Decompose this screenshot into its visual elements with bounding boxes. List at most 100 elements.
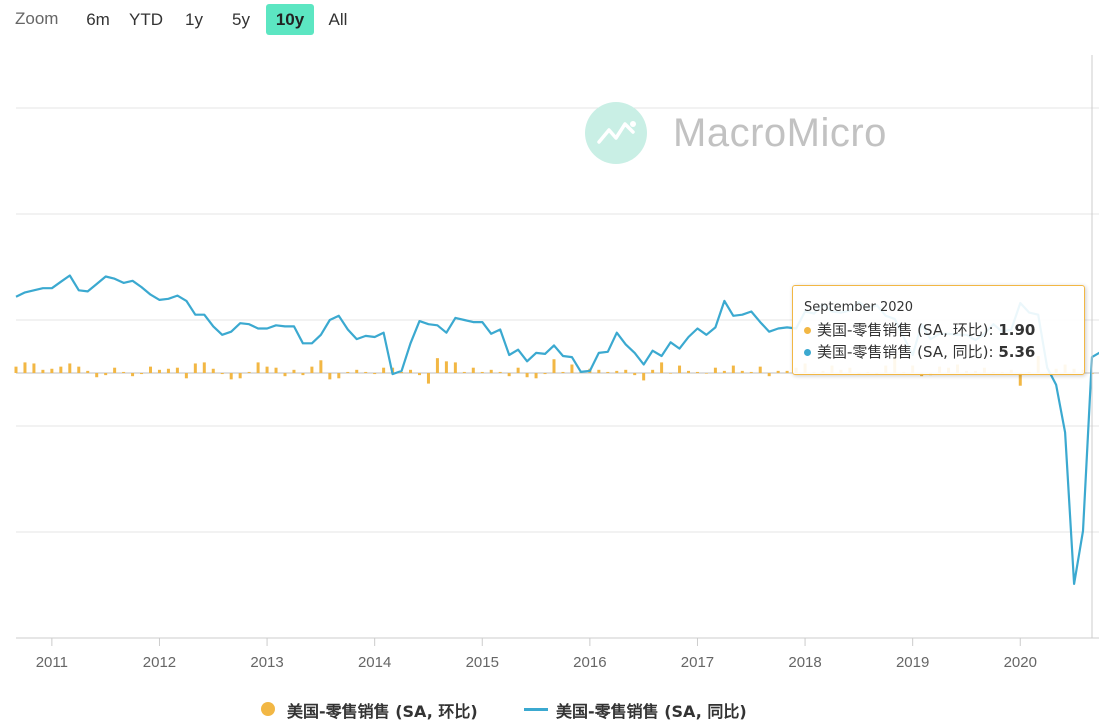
tooltip-value: 1.90 xyxy=(998,321,1036,339)
x-tick-label: 2011 xyxy=(36,654,68,671)
mom-bar xyxy=(642,373,646,381)
mom-bar xyxy=(678,365,682,373)
mom-bar xyxy=(731,365,735,373)
zoom-all-button[interactable]: All xyxy=(328,10,348,29)
mom-bar xyxy=(265,366,269,373)
mom-bar xyxy=(104,373,108,376)
zoom-label: Zoom xyxy=(15,9,59,28)
legend-mom-circle-icon xyxy=(261,702,275,716)
x-tick-label: 2013 xyxy=(250,654,283,671)
mom-bar xyxy=(68,363,72,373)
mom-bar xyxy=(283,373,287,377)
tooltip-series-name: 美国-零售销售 (SA, 环比) xyxy=(817,321,989,339)
x-tick-label: 2014 xyxy=(358,654,391,671)
mom-bar xyxy=(435,358,439,373)
yoy-dot-icon xyxy=(804,349,811,356)
mom-bar xyxy=(220,373,224,375)
watermark-text: MacroMicro xyxy=(673,111,887,155)
mom-bar xyxy=(202,362,206,373)
legend-yoy-line-icon xyxy=(524,708,548,711)
mom-bar xyxy=(41,369,45,373)
mom-bar xyxy=(633,373,637,376)
mom-bar xyxy=(570,364,574,373)
mom-bar xyxy=(615,370,619,373)
tooltip-row-mom: 美国-零售销售 (SA, 环比): 1.90 xyxy=(804,319,1084,341)
x-tick-label: 2020 xyxy=(1004,654,1037,671)
mom-bar xyxy=(59,366,63,373)
tooltip-value: 5.36 xyxy=(998,343,1036,361)
legend-item-yoy[interactable]: 美国-零售销售 (SA, 同比) xyxy=(556,702,747,721)
mom-bar xyxy=(704,373,708,374)
mom-bar xyxy=(606,371,610,373)
mom-bar xyxy=(516,367,520,373)
chart: 2011 2012 2013 2014 2015 2016 2017 2018 2019 2020 xyxy=(14,55,1099,671)
mom-bar xyxy=(525,373,529,378)
mom-bar xyxy=(1018,373,1022,386)
zoom-6m-button[interactable]: 6m xyxy=(86,10,110,29)
legend: 美国-零售销售 (SA, 环比) 美国-零售销售 (SA, 同比) xyxy=(0,690,1099,725)
macromicro-logo-icon xyxy=(585,102,647,164)
mom-bar xyxy=(713,367,717,373)
mom-bar xyxy=(319,360,323,373)
x-axis: 2011 2012 2013 2014 2015 2016 2017 2018 2019 2020 xyxy=(16,637,1099,671)
mom-bar xyxy=(409,369,413,373)
mom-bar xyxy=(758,366,762,373)
mom-bar xyxy=(229,373,233,380)
mom-bar xyxy=(211,368,215,373)
mom-bar xyxy=(373,373,377,375)
mom-bar xyxy=(175,367,179,373)
mom-bar xyxy=(453,362,457,373)
mom-bar xyxy=(355,369,359,373)
x-tick-label: 2018 xyxy=(788,654,821,671)
mom-bar xyxy=(740,370,744,373)
mom-bar xyxy=(534,373,538,379)
mom-bar xyxy=(364,371,368,373)
mom-bar xyxy=(418,373,421,376)
tooltip-date: September 2020 xyxy=(804,300,914,315)
mom-bar xyxy=(274,367,278,373)
zoom-1y-button[interactable]: 1y xyxy=(185,10,203,29)
x-tick-label: 2017 xyxy=(681,654,714,671)
mom-bar xyxy=(256,362,260,373)
mom-bar xyxy=(507,373,511,377)
mom-bar xyxy=(157,369,161,373)
x-tick-label: 2019 xyxy=(896,654,929,671)
mom-bar xyxy=(776,370,780,373)
mom-bar xyxy=(489,369,493,373)
tooltip: September 2020 美国-零售销售 (SA, 环比): 1.90 美国… xyxy=(792,285,1085,375)
mom-bar xyxy=(301,373,305,376)
mom-bar xyxy=(767,373,771,377)
zoom-ytd-button[interactable]: YTD xyxy=(129,10,163,29)
mom-bar xyxy=(131,373,135,377)
x-tick-label: 2016 xyxy=(573,654,606,671)
mom-bar xyxy=(292,369,296,373)
mom-bar xyxy=(184,373,188,379)
mom-bar xyxy=(480,371,484,373)
mom-bar xyxy=(722,370,726,373)
mom-bar xyxy=(238,373,242,379)
mom-bar xyxy=(14,366,18,373)
mom-bar xyxy=(660,362,664,373)
mom-bar xyxy=(426,373,430,384)
zoom-5y-button[interactable]: 5y xyxy=(232,10,250,29)
mom-bar xyxy=(543,373,547,375)
mom-bar xyxy=(193,363,197,373)
zoom-10y-button[interactable]: 10y xyxy=(266,4,314,35)
mom-bar xyxy=(561,371,565,373)
mom-bar xyxy=(400,371,404,373)
mom-bar xyxy=(749,371,753,373)
tooltip-series-name: 美国-零售销售 (SA, 同比) xyxy=(817,343,989,361)
mom-bar xyxy=(310,366,314,373)
mom-bar xyxy=(328,373,332,380)
mom-bar xyxy=(552,359,556,373)
mom-bar xyxy=(785,370,789,373)
mom-bar xyxy=(32,363,36,373)
mom-bar xyxy=(651,369,655,373)
mom-bar xyxy=(382,367,386,373)
mom-bar xyxy=(337,373,341,379)
mom-bar xyxy=(462,371,466,373)
mom-dot-icon xyxy=(804,327,811,334)
mom-bar xyxy=(444,361,448,373)
legend-item-mom[interactable]: 美国-零售销售 (SA, 环比) xyxy=(287,702,478,721)
zoom-bar: Zoom 6m YTD 1y 5y 10y All xyxy=(0,0,420,38)
